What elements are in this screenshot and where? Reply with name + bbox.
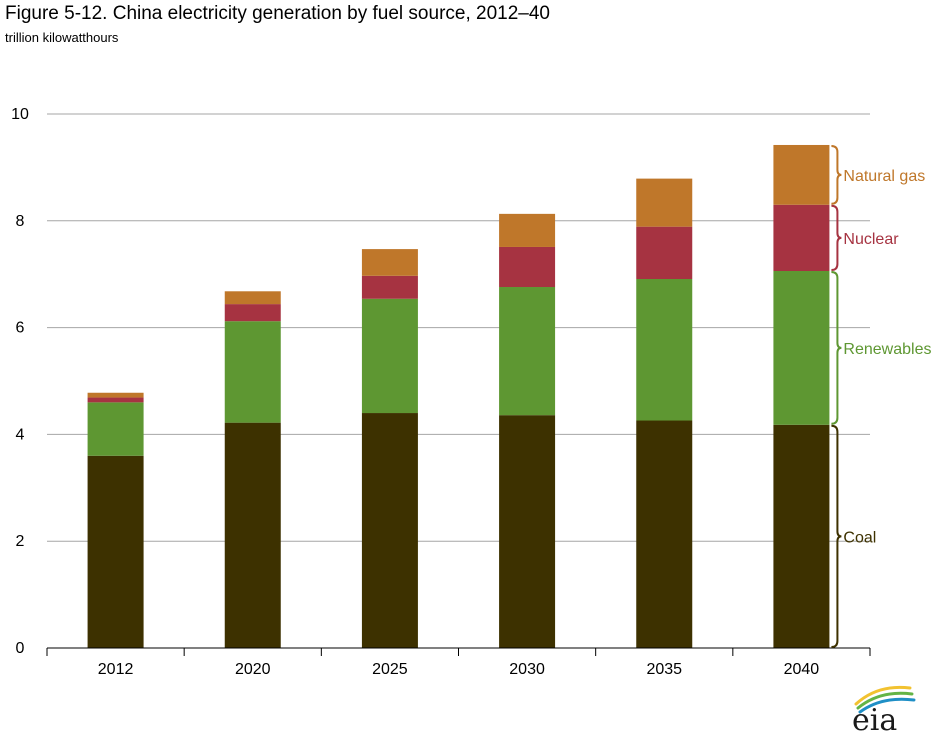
- bar-segment-renewables: [499, 287, 556, 416]
- bar-stack-2025: [361, 249, 418, 648]
- x-tick-label: 2012: [98, 661, 134, 678]
- bar-stack-2040: [773, 144, 830, 648]
- bar-segment-natural-gas: [773, 144, 830, 205]
- logo-text: eia: [852, 703, 897, 732]
- bar-segment-nuclear: [87, 397, 144, 403]
- y-tick-label: 4: [16, 426, 25, 443]
- x-tick-label: 2025: [372, 661, 408, 678]
- bar-segment-renewables: [361, 298, 418, 414]
- bar-segment-natural-gas: [361, 249, 418, 276]
- bar-segment-coal: [361, 413, 418, 648]
- bar-segment-natural-gas: [224, 291, 281, 305]
- bar-segment-coal: [224, 422, 281, 648]
- bar-segment-renewables: [773, 270, 830, 425]
- bar-stacks: [87, 144, 830, 648]
- bar-segment-nuclear: [773, 204, 830, 271]
- axes: 0 2 4 6 8 10 2012 2020 2025 2030 2035 2040: [11, 106, 871, 678]
- bar-stack-2012: [87, 392, 144, 648]
- bar-segment-natural-gas: [636, 178, 693, 227]
- bar-segment-coal: [636, 420, 693, 648]
- logo-arc-green: [856, 691, 914, 710]
- legend-brace-natural-gas: [831, 144, 842, 205]
- y-tick-label: 2: [16, 533, 25, 550]
- bar-segment-natural-gas: [499, 213, 556, 247]
- bar-segment-renewables: [636, 279, 693, 421]
- bar-segment-coal: [773, 424, 830, 648]
- legend-brace-renewables: [831, 270, 842, 425]
- y-tick-label: 10: [11, 106, 29, 123]
- legend-brace-nuclear: [831, 204, 842, 271]
- chart-subtitle: trillion kilowatthours: [5, 30, 119, 45]
- legend-label-renewables: Renewables: [843, 341, 931, 358]
- chart-title: Figure 5-12. China electricity generatio…: [5, 3, 550, 24]
- bar-stack-2020: [224, 291, 281, 648]
- y-tick-label: 8: [16, 213, 25, 230]
- logo-arc-blue: [858, 697, 916, 714]
- y-tick-label: 0: [16, 640, 25, 657]
- bar-stack-2035: [636, 178, 693, 648]
- bar-segment-renewables: [224, 321, 281, 423]
- eia-logo: eia: [848, 682, 918, 738]
- bar-segment-nuclear: [636, 226, 693, 280]
- x-tick-label: 2035: [646, 661, 682, 678]
- gridlines: [47, 113, 870, 542]
- bar-segment-nuclear: [361, 275, 418, 299]
- bar-segment-renewables: [87, 402, 144, 456]
- bar-stack-2030: [499, 213, 556, 648]
- legend-label-natural-gas: Natural gas: [843, 168, 925, 185]
- legend-brace-coal: [831, 424, 842, 648]
- bar-segment-nuclear: [499, 246, 556, 288]
- bar-segment-natural-gas: [87, 392, 144, 398]
- x-tick-label: 2040: [784, 661, 820, 678]
- bar-segment-coal: [499, 415, 556, 648]
- bar-segment-coal: [87, 455, 144, 648]
- legend-label-coal: Coal: [843, 529, 876, 546]
- y-tick-label: 6: [16, 320, 25, 337]
- x-tick-label: 2030: [509, 661, 545, 678]
- x-tick-label: 2020: [235, 661, 271, 678]
- logo-arc-yellow: [854, 685, 912, 706]
- bar-segment-nuclear: [224, 304, 281, 322]
- legend-label-nuclear: Nuclear: [843, 231, 899, 248]
